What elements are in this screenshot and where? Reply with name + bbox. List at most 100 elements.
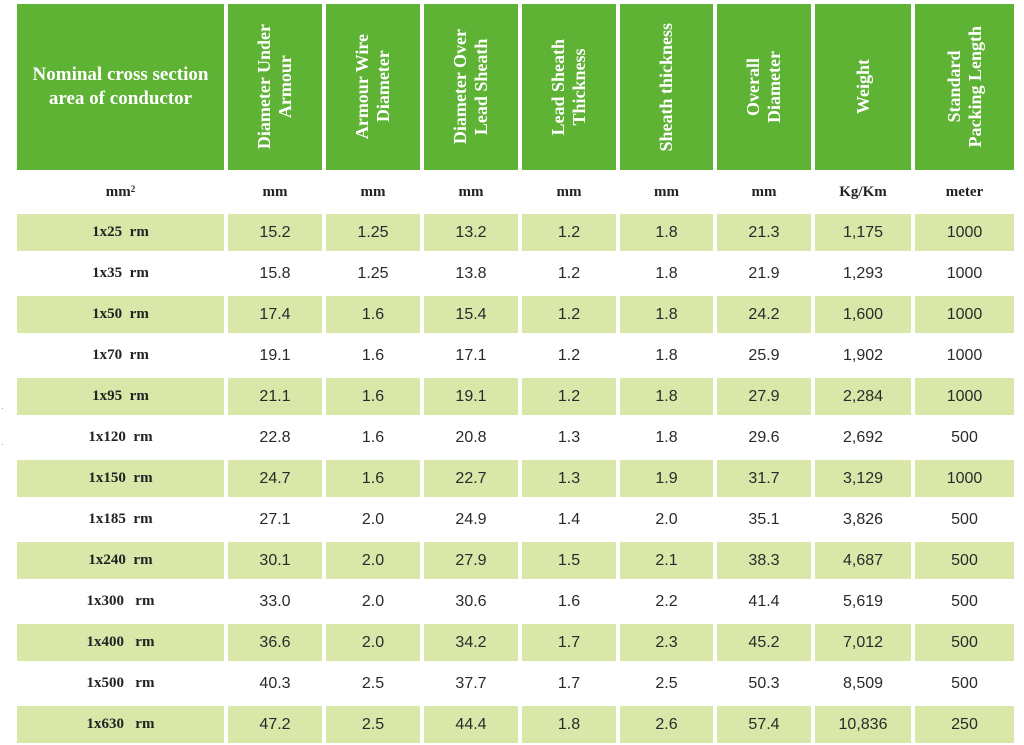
table-cell: 2,284 — [815, 378, 911, 415]
header-label-line: Overall — [743, 58, 763, 116]
unit-text: mm — [360, 183, 386, 200]
table-cell: 1.8 — [655, 264, 678, 282]
table-cell: 1.2 — [557, 264, 581, 282]
table-cell: 29.6 — [748, 428, 780, 446]
table-cell: 1.2 — [522, 378, 616, 415]
table-cell: 2.2 — [655, 592, 678, 610]
unit-text: meter — [945, 183, 984, 200]
table-cell: 25.9 — [748, 346, 780, 364]
table-cell: 500 — [951, 592, 978, 610]
table-cell: 1000 — [946, 346, 983, 364]
header-label: Weight — [853, 59, 874, 114]
unit-text: Kg/Km — [839, 183, 887, 200]
table-cell: 7,012 — [815, 624, 911, 661]
table-cell: 36.6 — [228, 624, 322, 661]
table-cell: 21.9 — [748, 264, 780, 282]
unit-label: mm — [620, 170, 713, 214]
table-cell: 37.7 — [455, 674, 487, 692]
header-label: Diameter Over Lead Sheath — [450, 29, 492, 144]
unit-text: mm — [262, 183, 288, 200]
row-cross-section: 1x120 rm — [88, 429, 153, 445]
table-cell: 15.8 — [259, 264, 291, 282]
table-cell: 1.6 — [361, 346, 385, 364]
table-cell: 1.25 — [357, 264, 389, 282]
margin-mark: · — [1, 404, 4, 413]
table-cell: 1.6 — [326, 378, 420, 415]
header-label-line: Diameter Over — [450, 29, 470, 145]
table-cell: 500 — [951, 510, 978, 528]
row-cross-section: 1x35 rm — [92, 265, 149, 281]
header-label-line: Lead Sheath — [471, 38, 491, 136]
table-cell: 1.8 — [620, 378, 713, 415]
margin-mark: · — [1, 440, 4, 449]
header-label: Overall Diameter — [743, 51, 785, 123]
table-cell: 27.9 — [424, 542, 518, 579]
header-label: Nominal cross section area of conductor — [32, 64, 209, 109]
table-cell: 1.9 — [620, 460, 713, 497]
unit-label: mm — [424, 170, 518, 214]
row-cross-section: 1x70 rm — [92, 347, 149, 363]
column-header: Sheath thickness — [620, 4, 713, 170]
header-nominal-cross-section: Nominal cross section area of conductor — [17, 4, 224, 170]
unit-label: mm — [228, 170, 322, 214]
table-cell: 1.8 — [655, 428, 678, 446]
column-header: Armour Wire Diameter — [326, 4, 420, 170]
table-cell: 27.9 — [717, 378, 811, 415]
column-header: Overall Diameter — [717, 4, 811, 170]
table-cell: 2.0 — [655, 510, 678, 528]
table-cell: 1.8 — [655, 346, 678, 364]
table-cell: 500 — [951, 674, 978, 692]
unit-text: mm — [751, 183, 777, 200]
row-cross-section: 1x240 rm — [17, 542, 224, 579]
header-label-line: Diameter Under — [254, 24, 274, 150]
table-cell: 45.2 — [717, 624, 811, 661]
table-cell: 1.7 — [522, 624, 616, 661]
table-cell: 44.4 — [424, 706, 518, 743]
table-cell: 1.25 — [326, 214, 420, 251]
table-cell: 50.3 — [748, 674, 780, 692]
table-cell: 1.6 — [326, 296, 420, 333]
row-cross-section: 1x50 rm — [17, 296, 224, 333]
table-cell: 2.1 — [620, 542, 713, 579]
table-cell: 3,826 — [842, 510, 884, 528]
header-label-line: Diameter — [764, 51, 784, 123]
table-cell: 17.4 — [228, 296, 322, 333]
table-cell: 1000 — [915, 460, 1014, 497]
header-label-line: Armour — [275, 55, 295, 119]
table-cell: 2.0 — [361, 510, 385, 528]
table-cell: 1000 — [915, 214, 1014, 251]
unit-text: mm — [556, 183, 582, 200]
table-cell: 27.1 — [259, 510, 291, 528]
table-cell: 1.6 — [557, 592, 581, 610]
table-cell: 1.2 — [522, 296, 616, 333]
table-cell: 15.4 — [424, 296, 518, 333]
table-cell: 30.6 — [455, 592, 487, 610]
table-cell: 2.6 — [620, 706, 713, 743]
table-cell: 3,129 — [815, 460, 911, 497]
table-cell: 1.8 — [522, 706, 616, 743]
unit-superscript: 2 — [130, 184, 136, 194]
table-cell: 2.5 — [326, 706, 420, 743]
unit-label: mm — [326, 170, 420, 214]
table-cell: 1000 — [946, 264, 983, 282]
header-label: Armour Wire Diameter — [352, 34, 394, 139]
table-cell: 2.3 — [620, 624, 713, 661]
table-cell: 500 — [915, 624, 1014, 661]
header-label-line: Armour Wire — [352, 34, 372, 140]
table-cell: 15.2 — [228, 214, 322, 251]
table-cell: 19.1 — [259, 346, 291, 364]
unit-label: mm 2 — [17, 170, 224, 214]
table-cell: 47.2 — [228, 706, 322, 743]
table-cell: 38.3 — [717, 542, 811, 579]
unit-text: mm — [105, 183, 131, 200]
table-cell: 1.3 — [557, 428, 581, 446]
header-label-line: Standard — [943, 50, 964, 124]
row-cross-section: 1x25 rm — [17, 214, 224, 251]
table-cell: 1.4 — [557, 510, 581, 528]
unit-label: Kg/Km — [815, 170, 911, 214]
unit-label: meter — [915, 170, 1014, 214]
table-cell: 500 — [951, 428, 978, 446]
column-header: Diameter Under Armour — [228, 4, 322, 170]
table-cell: 34.2 — [424, 624, 518, 661]
table-cell: 22.7 — [424, 460, 518, 497]
